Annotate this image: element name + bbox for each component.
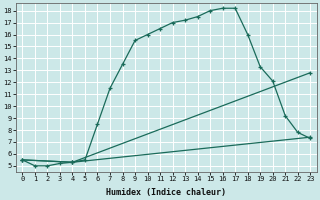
- X-axis label: Humidex (Indice chaleur): Humidex (Indice chaleur): [106, 188, 226, 197]
